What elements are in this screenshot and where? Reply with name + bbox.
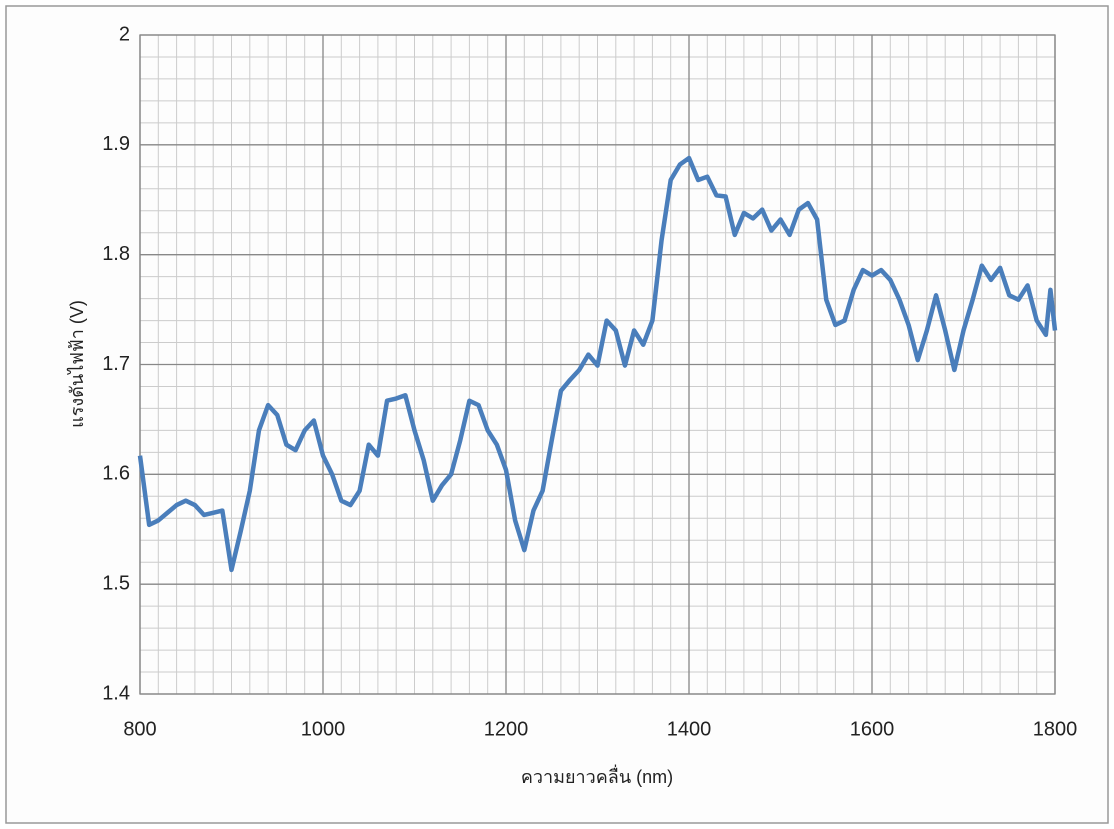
- x-tick-label: 1800: [1033, 718, 1078, 740]
- x-tick-label: 1600: [850, 718, 895, 740]
- plot-area-border: [139, 34, 1056, 695]
- data-line: [137, 155, 1058, 573]
- y-tick-label: 1.9: [102, 133, 130, 155]
- x-tick-label: 1000: [301, 718, 346, 740]
- y-tick-label: 1.5: [102, 572, 130, 594]
- x-axis-label: ความยาวคลื่น (nm): [521, 764, 673, 787]
- y-axis-label: แรงดันไฟฟ้า (V): [66, 300, 87, 428]
- y-tick-label: 1.6: [102, 463, 130, 485]
- x-tick-label: 1200: [484, 718, 529, 740]
- x-tick-label: 800: [123, 718, 156, 740]
- y-tick-label: 1.4: [102, 682, 130, 704]
- y-tick-label: 1.7: [102, 353, 130, 375]
- y-tick-label: 2: [119, 23, 130, 45]
- x-tick-label: 1400: [667, 718, 712, 740]
- y-tick-label: 1.8: [102, 243, 130, 265]
